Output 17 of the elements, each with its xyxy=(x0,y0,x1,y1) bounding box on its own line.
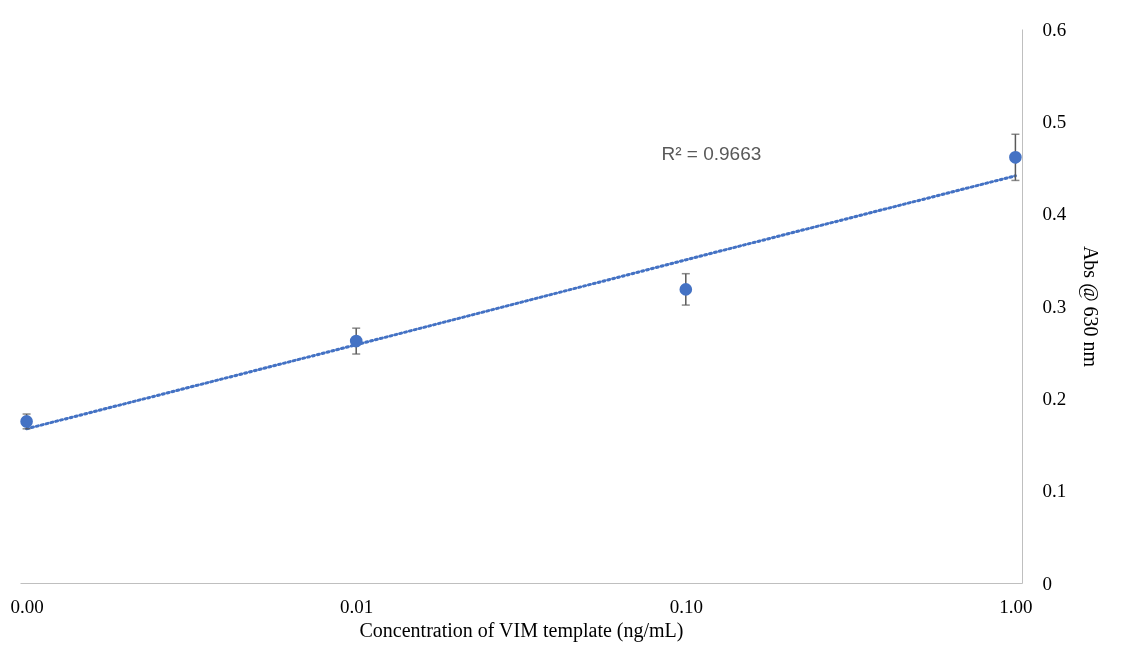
y-tick-label: 0 xyxy=(1042,572,1052,594)
point xyxy=(679,283,693,296)
x-tick-label: 0.10 xyxy=(669,595,703,617)
y-tick-label: 0.1 xyxy=(1042,480,1067,502)
y-axis-title: Abs @ 630 nm xyxy=(1079,245,1103,368)
x-tick-label: 1.00 xyxy=(999,595,1033,617)
x-tick-label: 0.00 xyxy=(10,595,44,617)
x-tick-label: 0.01 xyxy=(340,595,374,617)
y-tick-label: 0.2 xyxy=(1042,387,1067,409)
annotation: R² = 0.9663 xyxy=(661,142,762,164)
point xyxy=(349,334,363,348)
y-tick-label: 0.6 xyxy=(1042,18,1067,40)
y-tick-label: 0.3 xyxy=(1042,295,1067,317)
y-tick-label: 0.4 xyxy=(1042,203,1067,225)
x-axis-title: Concentration of VIM template (ng/mL) xyxy=(359,618,684,642)
y-tick-label: 0.5 xyxy=(1042,110,1067,132)
point xyxy=(1009,151,1022,164)
